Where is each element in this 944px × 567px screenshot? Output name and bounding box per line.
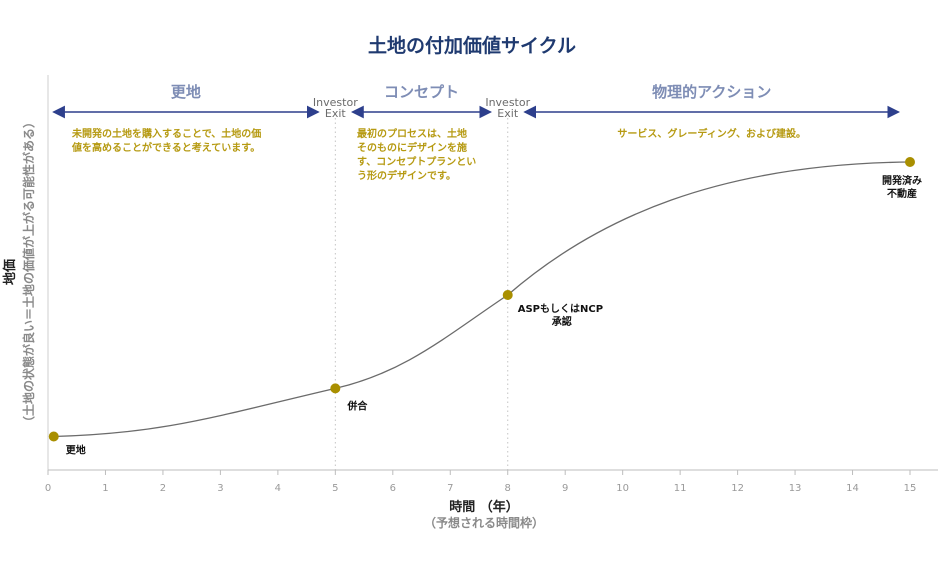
x-tick-label: 2 (160, 483, 166, 494)
x-tick-label: 15 (904, 483, 917, 494)
x-tick-label: 3 (217, 483, 223, 494)
phase-description: サービス、グレーディング、および建設。 (617, 127, 806, 140)
y-axis-label: 地価 (2, 259, 18, 285)
x-tick-label: 8 (505, 483, 511, 494)
x-tick-label: 12 (731, 483, 744, 494)
investor-exit-label: Investor (313, 96, 358, 109)
x-axis-sublabel: （予想される時間枠） (424, 515, 544, 530)
x-ticks: 0 1 2 3 4 5 6 7 8 9 10 11 12 13 14 15 (45, 470, 917, 494)
value-curve (53, 161, 911, 438)
x-tick-label: 5 (332, 483, 338, 494)
key-point-label: ASPもしくはNCP (518, 303, 603, 315)
axes (47, 75, 938, 471)
x-tick-label: 0 (45, 483, 51, 494)
phase-description: 最初のプロセスは、土地 (357, 127, 467, 140)
key-point-label: 更地 (66, 444, 86, 457)
x-tick-label: 6 (390, 483, 396, 494)
investor-exit-label: Exit (497, 107, 519, 120)
x-tick-label: 11 (674, 483, 687, 494)
phase-description: そのものにデザインを施 (357, 141, 467, 154)
key-point-marker (905, 157, 915, 167)
x-tick-label: 14 (846, 483, 859, 494)
phase-description: す、コンセプトプランとい (357, 155, 476, 168)
key-point-label: 承認 (552, 315, 572, 328)
phases: 更地未開発の土地を購入することで、土地の価値を高めることができると考えています。… (52, 83, 901, 182)
y-axis-sublabel: （土地の状態が良い＝土地の価値が上がる可能性がある） (21, 116, 36, 428)
investor-exit-label: Investor (485, 96, 530, 109)
phase-name: 物理的アクション (652, 83, 771, 101)
x-tick-label: 1 (102, 483, 108, 494)
key-point-marker (502, 290, 513, 301)
phase-description: 値を高めることができると考えています。 (71, 141, 260, 154)
chart-title: 土地の付加価値サイクル (368, 34, 576, 57)
x-tick-label: 10 (616, 483, 629, 494)
key-point-marker (330, 383, 341, 394)
x-axis-label: 時間 （年） (449, 499, 519, 515)
key-point-label: 開発済み (882, 174, 922, 187)
phase-name: 更地 (171, 83, 201, 101)
x-tick-label: 4 (275, 483, 281, 494)
investor-exit-label: Exit (325, 107, 347, 120)
key-point-marker (48, 431, 59, 442)
x-tick-label: 7 (447, 483, 453, 494)
key-point-label: 不動産 (887, 187, 917, 200)
phase-description: 未開発の土地を購入することで、土地の価 (71, 127, 261, 140)
key-point-label: 併合 (346, 399, 368, 412)
phase-name: コンセプト (384, 83, 459, 101)
phase-description: う形のデザインです。 (357, 169, 456, 182)
x-tick-label: 13 (789, 483, 802, 494)
x-tick-label: 9 (562, 483, 568, 494)
